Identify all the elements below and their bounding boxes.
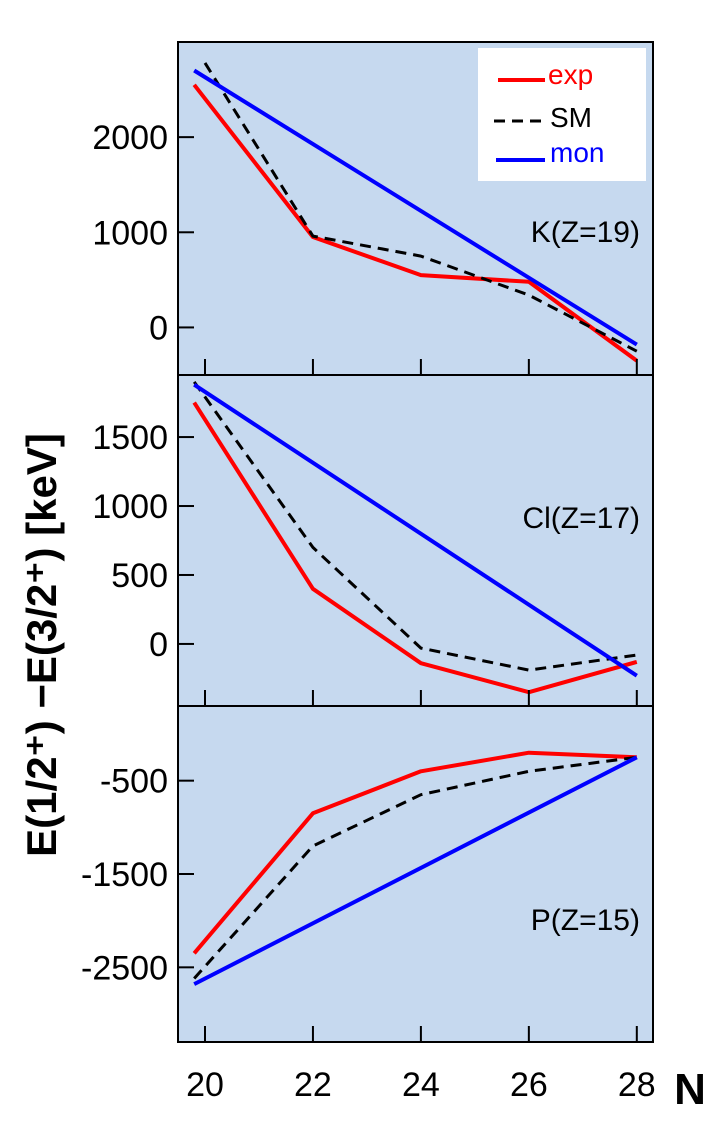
y-tick-label: 0 (149, 626, 168, 664)
x-tick-label: 24 (402, 1066, 440, 1104)
panel-background (178, 706, 653, 1042)
y-tick-label: 2000 (92, 119, 168, 157)
chart-panels: 2000 1000 0 K(Z=19) 1500 1000 500 0 Cl(Z=17) -500… (81, 41, 654, 1043)
y-tick-label: -500 (100, 763, 168, 801)
legend-label-exp: exp (548, 59, 593, 90)
x-tick-label: 26 (510, 1066, 548, 1104)
y-tick-label: 0 (149, 309, 168, 347)
panel-frame (177, 705, 654, 1043)
legend: exp SM mon (478, 48, 646, 181)
panel-label: Cl(Z=17) (522, 502, 640, 535)
y-tick-label: -1500 (81, 856, 168, 894)
panel-label: P(Z=15) (531, 904, 640, 937)
y-tick-label: 1500 (92, 419, 168, 457)
panel-1: 1500 1000 500 0 Cl(Z=17) (92, 374, 654, 707)
x-axis-label: N (674, 1065, 706, 1114)
series-line-mon (193, 68, 638, 347)
series-line-mon (193, 383, 638, 678)
series-line-exp (192, 750, 637, 955)
legend-label-sm: SM (550, 102, 592, 133)
x-axis: 20 22 24 26 28 (186, 1066, 656, 1104)
y-tick-label: 500 (111, 557, 168, 595)
panel-2: -500 -1500 -2500 P(Z=15) (81, 705, 654, 1043)
y-tick-label: -2500 (81, 949, 168, 987)
series-line-sm (192, 381, 638, 672)
y-axis-label: E(1/2⁺) −E(3/2⁺) [keV] (18, 433, 65, 857)
panel-label: K(Z=19) (531, 216, 640, 249)
series-line-exp (192, 401, 638, 695)
series-line-exp (192, 83, 638, 363)
series-line-sm (203, 62, 638, 353)
y-tick-label: 1000 (92, 488, 168, 526)
panel-background (178, 375, 653, 706)
x-tick-label: 28 (618, 1066, 656, 1104)
x-tick-label: 22 (294, 1066, 332, 1104)
legend-label-mon: mon (550, 137, 604, 168)
y-tick-label: 1000 (92, 214, 168, 252)
series-line-mon (193, 755, 638, 986)
x-tick-label: 20 (186, 1066, 224, 1104)
series-line-sm (193, 755, 637, 980)
